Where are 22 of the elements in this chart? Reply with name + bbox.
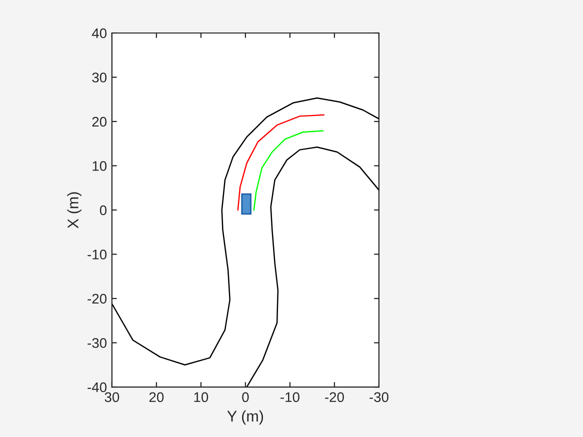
y-tick-label: -30 <box>88 338 107 348</box>
line-series <box>253 130 324 211</box>
y-tick-label: 0 <box>100 205 107 216</box>
x-tick-label: -20 <box>325 392 344 402</box>
y-tick-label: -20 <box>88 294 107 304</box>
y-tick-label: -40 <box>88 382 107 392</box>
y-tick-label: 30 <box>92 72 107 82</box>
x-tick-label: 10 <box>194 392 208 402</box>
line-series <box>112 97 379 366</box>
x-tick-label: 30 <box>104 392 120 402</box>
y-tick-label: 10 <box>92 161 107 171</box>
y-axis-title: X (m) <box>67 192 82 228</box>
y-tick-label: 20 <box>92 116 107 127</box>
x-axis-title: Y (m) <box>227 410 264 425</box>
y-tick-label: -10 <box>88 250 107 260</box>
x-tick-label: -30 <box>370 392 388 402</box>
line-series <box>237 114 324 211</box>
line-series <box>246 146 379 388</box>
x-tick-label: 0 <box>242 392 249 402</box>
y-tick-label: 40 <box>92 28 107 38</box>
x-tick-label: 20 <box>149 392 164 402</box>
x-tick-label: -10 <box>280 392 300 402</box>
